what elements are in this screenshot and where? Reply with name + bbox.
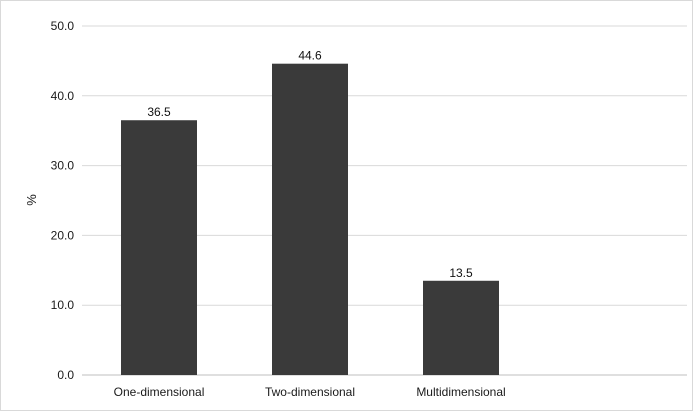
bar [121, 120, 197, 375]
y-axis-ticks: 0.0 10.0 20.0 30.0 40.0 50.0 [51, 19, 75, 382]
data-label: 36.5 [147, 105, 171, 119]
data-label: 44.6 [298, 49, 322, 63]
y-tick-label: 50.0 [51, 19, 75, 33]
bar [423, 280, 499, 375]
y-tick-label: 10.0 [51, 298, 75, 312]
bars [121, 63, 499, 375]
x-axis-ticks: One-dimensional Two-dimensional Multidimen… [114, 385, 506, 399]
x-tick-label: One-dimensional [114, 385, 205, 399]
y-tick-label: 0.0 [57, 368, 74, 382]
x-tick-label: Two-dimensional [265, 385, 355, 399]
data-label: 13.5 [449, 266, 473, 280]
data-labels: 36.5 44.6 13.5 [147, 49, 473, 280]
y-axis-title: % [24, 194, 39, 206]
y-tick-label: 20.0 [51, 228, 75, 242]
x-tick-label: Multidimensional [416, 385, 505, 399]
y-tick-label: 30.0 [51, 159, 75, 173]
y-tick-label: 40.0 [51, 89, 75, 103]
bar [272, 63, 348, 375]
